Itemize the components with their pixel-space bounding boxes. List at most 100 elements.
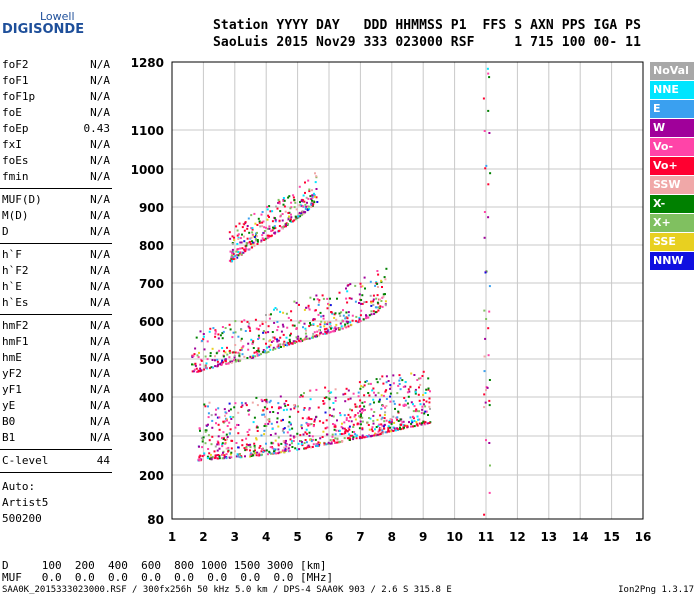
echo-point	[237, 233, 240, 236]
echo-point	[290, 201, 293, 204]
echo-point	[488, 285, 491, 288]
echo-point	[346, 284, 349, 287]
echo-point	[234, 257, 237, 260]
echo-point	[294, 405, 297, 408]
echo-point	[309, 438, 311, 441]
echo-point	[243, 240, 246, 243]
echo-point	[256, 430, 259, 432]
echo-point	[237, 411, 240, 414]
echo-point	[237, 453, 240, 456]
echo-point	[326, 433, 329, 436]
echo-point	[250, 227, 253, 230]
echo-point	[327, 397, 330, 400]
echo-point	[207, 434, 210, 437]
echo-point	[252, 354, 255, 357]
echo-point	[315, 196, 318, 199]
echo-point	[271, 220, 274, 223]
echo-point	[364, 409, 366, 411]
param-value: N/A	[90, 170, 110, 183]
echo-point	[427, 414, 429, 416]
param-row-ye: yE N/A	[2, 398, 110, 414]
echo-point	[306, 337, 309, 340]
echo-point	[427, 377, 430, 380]
echo-point	[270, 230, 273, 232]
echo-point	[240, 337, 243, 340]
echo-point	[307, 205, 310, 208]
echo-point	[297, 215, 300, 218]
echo-point	[488, 442, 491, 444]
echo-point	[359, 399, 362, 402]
param-name: h`E	[2, 280, 22, 293]
echo-point	[215, 352, 218, 355]
echo-point	[193, 368, 196, 371]
echo-point	[319, 323, 322, 326]
echo-point	[282, 333, 285, 336]
echo-point	[215, 422, 217, 425]
param-name: B1	[2, 431, 16, 444]
echo-point	[202, 338, 205, 341]
echo-point	[381, 286, 383, 288]
echo-point	[399, 428, 402, 431]
echo-point	[248, 326, 251, 329]
echo-point	[263, 239, 266, 241]
echo-point	[428, 405, 431, 408]
echo-point	[488, 491, 491, 494]
echo-point	[303, 442, 306, 444]
echo-point	[271, 331, 274, 333]
param-name: h`F	[2, 248, 22, 261]
echo-point	[483, 513, 486, 516]
param-name: foEs	[2, 154, 29, 167]
echo-point	[233, 354, 236, 357]
echo-point	[330, 391, 333, 394]
echo-point	[416, 423, 419, 426]
echo-point	[370, 428, 373, 431]
echo-point	[208, 457, 211, 460]
echo-point	[367, 424, 370, 426]
echo-point	[396, 418, 399, 421]
echo-point	[214, 445, 217, 448]
echo-point	[251, 246, 253, 249]
echo-point	[206, 455, 209, 458]
echo-point	[372, 398, 375, 401]
echo-point	[384, 293, 386, 296]
echo-point	[206, 340, 209, 343]
echo-point	[335, 323, 338, 326]
echo-point	[256, 239, 259, 241]
echo-point	[228, 323, 231, 326]
echo-point	[316, 443, 319, 445]
echo-point	[203, 403, 206, 406]
echo-point	[273, 449, 276, 452]
echo-point	[249, 243, 252, 245]
echo-point	[223, 454, 226, 457]
echo-point	[383, 423, 386, 426]
echo-point	[297, 213, 300, 216]
echo-point	[346, 301, 349, 304]
echo-point	[269, 344, 272, 347]
echo-point	[487, 216, 490, 219]
echo-point	[330, 327, 332, 330]
echo-point	[214, 335, 217, 338]
echo-point	[404, 404, 407, 407]
echo-point	[290, 442, 293, 445]
echo-point	[224, 439, 227, 441]
x-tick-label: 16	[635, 530, 652, 544]
y-tick-label: 800	[139, 239, 164, 253]
echo-point	[256, 425, 258, 428]
echo-point	[274, 432, 277, 435]
echo-point	[381, 296, 384, 299]
echo-point	[256, 240, 259, 243]
echo-point	[284, 210, 287, 213]
echo-point	[209, 354, 212, 357]
echo-point	[344, 323, 347, 326]
echo-point	[300, 340, 303, 343]
echo-point	[225, 457, 228, 460]
echo-point	[337, 327, 340, 330]
x-tick-label: 5	[293, 530, 301, 544]
echo-point	[307, 197, 310, 200]
echo-point	[287, 425, 290, 428]
echo-point	[361, 435, 364, 438]
echo-point	[371, 426, 374, 429]
param-row-hme: hmE N/A	[2, 350, 110, 366]
echo-point	[293, 300, 296, 303]
echo-point	[398, 403, 401, 406]
